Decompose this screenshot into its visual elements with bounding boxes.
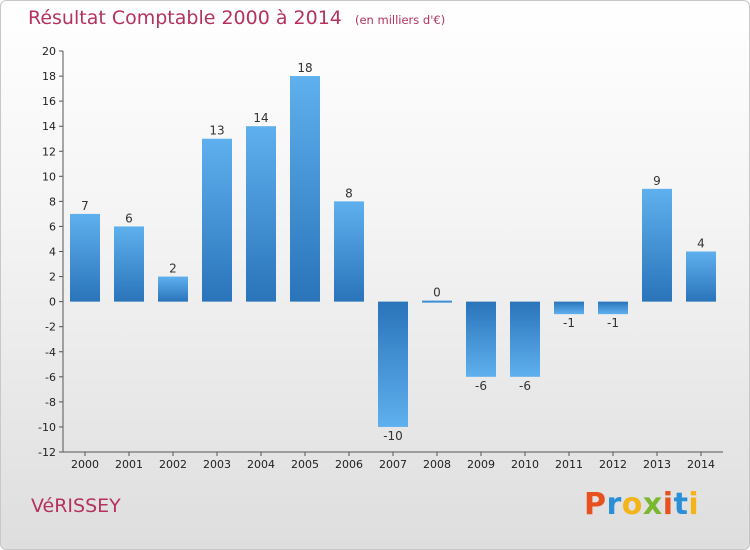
data-label: 4 <box>697 237 705 251</box>
y-tick-label: 16 <box>42 95 56 108</box>
data-label: 13 <box>209 124 224 138</box>
y-tick-label: 6 <box>49 220 56 233</box>
y-tick-label: -4 <box>45 346 56 359</box>
x-tick-label: 2013 <box>643 458 671 471</box>
bar <box>70 213 100 302</box>
title-row: Résultat Comptable 2000 à 2014 (en milli… <box>28 7 445 29</box>
data-label: -6 <box>475 379 487 393</box>
bar <box>422 300 452 303</box>
y-tick-label: 12 <box>42 145 56 158</box>
y-tick-label: -12 <box>38 446 56 459</box>
proxiti-logo: Proxiti <box>584 487 699 522</box>
bar <box>114 226 144 302</box>
x-tick-label: 2006 <box>335 458 363 471</box>
y-tick-label: 18 <box>42 70 56 83</box>
y-tick-label: 2 <box>49 271 56 284</box>
bar <box>158 276 188 302</box>
data-label: 9 <box>653 174 661 188</box>
commune-name: VéRISSEY <box>31 495 121 517</box>
data-label: -1 <box>563 316 575 330</box>
x-tick-label: 2005 <box>291 458 319 471</box>
data-label: 2 <box>169 262 177 276</box>
data-label: 18 <box>297 61 312 75</box>
y-tick-label: 8 <box>49 195 56 208</box>
x-tick-label: 2003 <box>203 458 231 471</box>
x-tick-label: 2007 <box>379 458 407 471</box>
data-label: -10 <box>383 429 403 443</box>
x-tick-label: 2014 <box>687 458 715 471</box>
y-tick-label: -2 <box>45 321 56 334</box>
data-label: 14 <box>253 111 268 125</box>
bar <box>510 301 540 377</box>
x-tick-label: 2004 <box>247 458 275 471</box>
y-tick-label: -6 <box>45 371 56 384</box>
y-tick-label: -8 <box>45 396 56 409</box>
x-tick-label: 2012 <box>599 458 627 471</box>
x-tick-label: 2009 <box>467 458 495 471</box>
bar <box>334 201 364 302</box>
x-tick-label: 2011 <box>555 458 583 471</box>
logo-letter: o <box>621 487 643 522</box>
logo-letter: i <box>662 487 674 522</box>
x-tick-label: 2001 <box>115 458 143 471</box>
y-tick-label: 20 <box>42 45 56 58</box>
logo-letter: P <box>584 487 607 522</box>
bar <box>642 188 672 302</box>
data-label: 7 <box>81 199 89 213</box>
bar <box>466 301 496 377</box>
chart-subtitle: (en milliers d'€) <box>354 13 446 27</box>
x-tick-label: 2008 <box>423 458 451 471</box>
data-label: 8 <box>345 186 353 200</box>
bar <box>202 138 232 302</box>
bar <box>686 251 716 302</box>
logo-letter: x <box>642 487 663 522</box>
logo-letter: r <box>606 487 622 522</box>
chart-title: Résultat Comptable 2000 à 2014 <box>28 7 342 29</box>
logo-letter: i <box>688 487 700 522</box>
bar <box>554 301 584 315</box>
x-tick-label: 2000 <box>71 458 99 471</box>
data-label: 6 <box>125 211 133 225</box>
y-tick-label: 0 <box>49 296 56 309</box>
y-tick-label: -10 <box>38 421 56 434</box>
bar <box>246 126 276 302</box>
y-tick-label: 10 <box>42 170 56 183</box>
x-tick-label: 2010 <box>511 458 539 471</box>
data-label: -6 <box>519 379 531 393</box>
bar <box>378 301 408 427</box>
y-tick-label: 14 <box>42 120 56 133</box>
bar <box>290 76 320 302</box>
y-tick-label: 4 <box>49 246 56 259</box>
data-label: -1 <box>607 316 619 330</box>
bar <box>598 301 628 315</box>
data-label: 0 <box>433 286 441 300</box>
logo-letter: t <box>673 487 689 522</box>
x-tick-label: 2002 <box>159 458 187 471</box>
